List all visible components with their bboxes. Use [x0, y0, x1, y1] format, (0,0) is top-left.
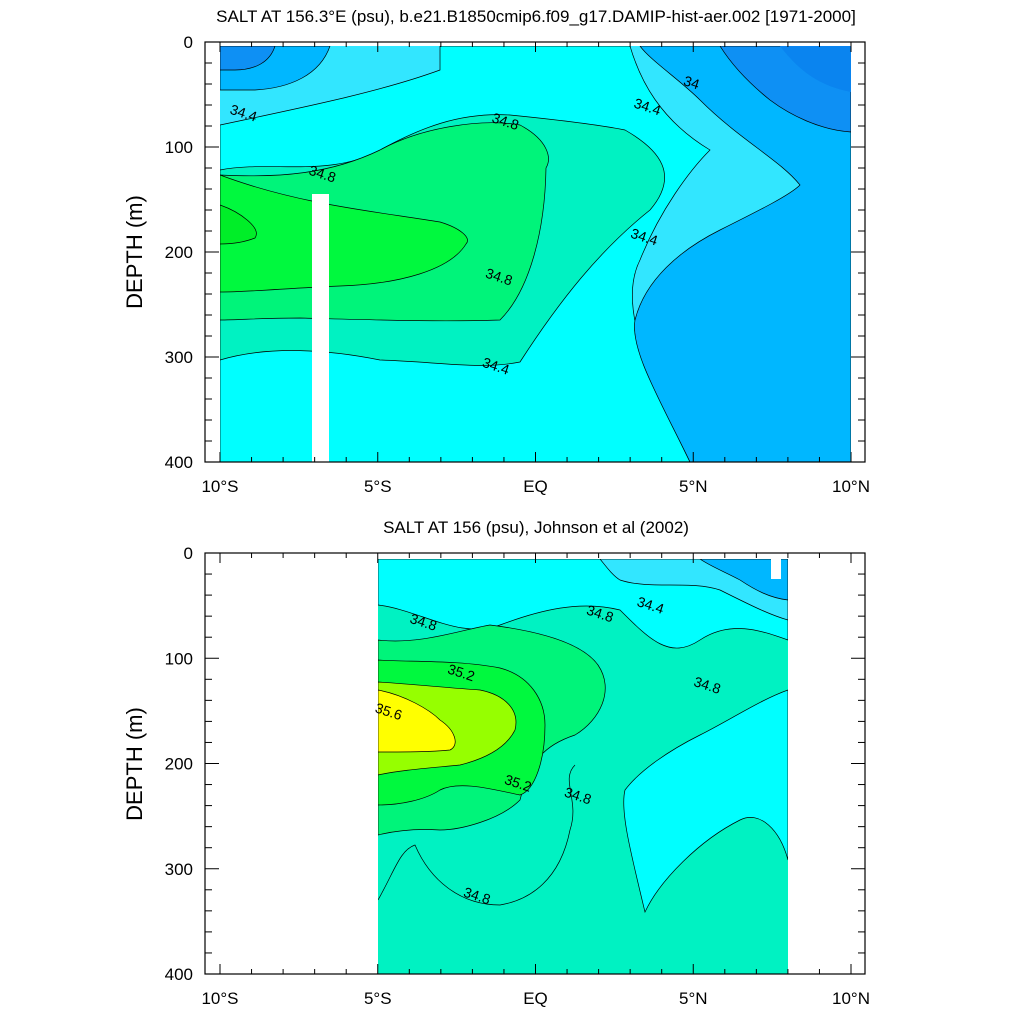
top-y-tick-label: 300 [165, 348, 193, 367]
bottom-x-tick-label: 5°N [679, 989, 708, 1008]
bottom-x-tick-label: EQ [523, 989, 548, 1008]
top-panel: SALT AT 156.3°E (psu), b.e21.B1850cmip6.… [122, 7, 870, 496]
top-contour-field [220, 46, 851, 462]
bottom-region-34p2-north [699, 559, 788, 601]
top-y-axis-label: DEPTH (m) [122, 195, 147, 309]
bottom-x-tick-label: 10°N [832, 989, 870, 1008]
top-y-tick-label: 0 [184, 33, 193, 52]
top-axes: 10°S 5°S EQ 5°N 10°N 0 100 200 300 400 [165, 33, 870, 496]
top-chart-title: SALT AT 156.3°E (psu), b.e21.B1850cmip6.… [216, 7, 856, 26]
bottom-x-tick-label: 5°S [364, 989, 392, 1008]
top-x-tick-label: 5°S [364, 477, 392, 496]
top-region-35p2-core [220, 204, 257, 245]
bottom-panel: SALT AT 156 (psu), Johnson et al (2002) [122, 518, 870, 1008]
bottom-y-axis-label: DEPTH (m) [122, 707, 147, 821]
top-region-34p0-left [220, 46, 276, 71]
top-x-tick-label: 10°S [201, 477, 238, 496]
bottom-missing-data-patch [771, 559, 781, 579]
top-region-33p8-east [780, 46, 851, 92]
top-y-tick-label: 100 [165, 138, 193, 157]
bottom-x-tick-label: 10°S [201, 989, 238, 1008]
bottom-region-35p6 [378, 689, 456, 753]
bottom-y-tick-label: 200 [165, 755, 193, 774]
bottom-y-tick-label: 100 [165, 649, 193, 668]
bottom-contour-34p8-deep [378, 764, 576, 906]
top-x-tick-label: EQ [523, 477, 548, 496]
top-x-tick-label: 5°N [679, 477, 708, 496]
top-missing-data-column [312, 194, 329, 462]
bottom-y-tick-label: 300 [165, 860, 193, 879]
bottom-y-tick-label: 400 [165, 965, 193, 984]
top-x-tick-label: 10°N [832, 477, 870, 496]
bottom-y-tick-label: 0 [184, 544, 193, 563]
top-y-tick-label: 400 [165, 453, 193, 472]
bottom-chart-title: SALT AT 156 (psu), Johnson et al (2002) [383, 518, 689, 537]
bottom-region-34p6-deep [623, 689, 788, 914]
bottom-axes: 10°S 5°S EQ 5°N 10°N 0 100 200 300 400 [165, 544, 870, 1008]
top-y-tick-label: 200 [165, 243, 193, 262]
top-region-34p2-east [634, 46, 851, 462]
bottom-contour-field [378, 559, 788, 974]
top-region-35p2 [220, 174, 468, 293]
top-contour-label: 34 [682, 72, 702, 92]
